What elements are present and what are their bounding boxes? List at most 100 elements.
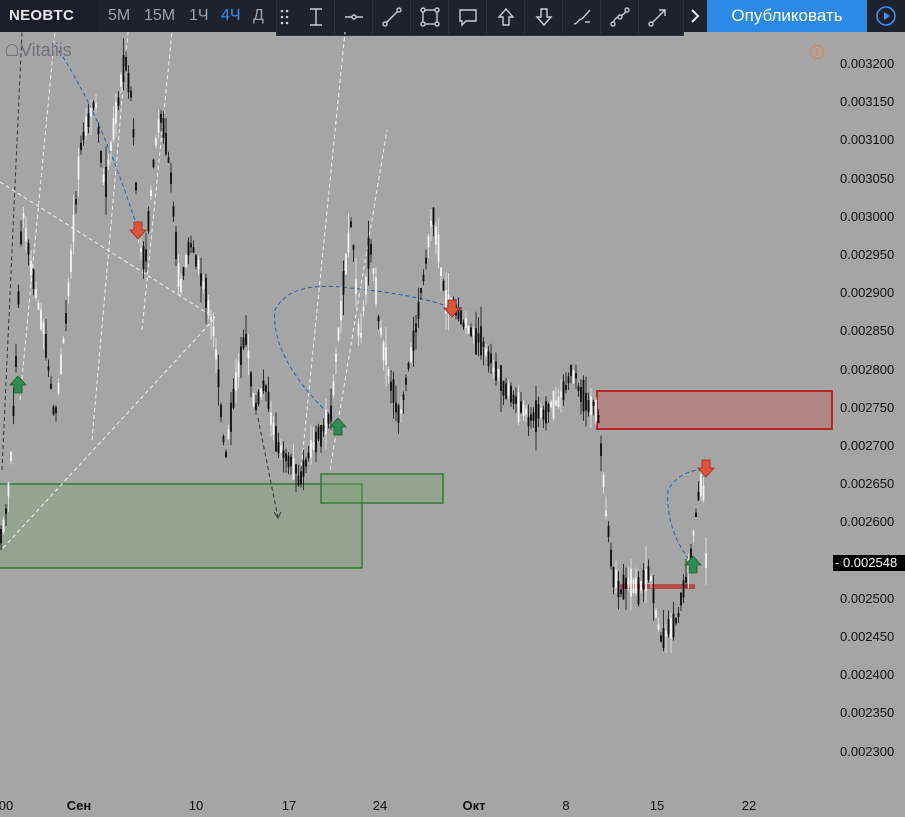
candle-body bbox=[485, 348, 487, 356]
candle-body bbox=[350, 221, 352, 228]
demand-zone-small[interactable] bbox=[320, 473, 444, 504]
price-chart[interactable] bbox=[0, 32, 905, 817]
candle-body bbox=[600, 443, 602, 456]
candle-body bbox=[170, 172, 172, 185]
warning-icon[interactable]: ! bbox=[810, 45, 824, 59]
sell-marker[interactable] bbox=[697, 459, 715, 478]
candle-body bbox=[25, 227, 27, 242]
sell-marker[interactable] bbox=[129, 221, 147, 240]
candle-body bbox=[667, 619, 670, 635]
candle-body bbox=[227, 429, 230, 440]
candle-body bbox=[572, 370, 575, 384]
drag-handle-icon[interactable] bbox=[280, 8, 290, 26]
symbol-name[interactable]: NEOBTC bbox=[0, 0, 98, 32]
candle-body bbox=[250, 372, 252, 387]
candle-body bbox=[162, 118, 165, 138]
trend-line-tool[interactable] bbox=[373, 0, 411, 34]
curve-tool[interactable] bbox=[601, 0, 639, 34]
candle-body bbox=[422, 274, 425, 281]
candle-body bbox=[322, 425, 325, 432]
candle-body bbox=[567, 376, 570, 384]
candle-body bbox=[400, 409, 402, 414]
arrow-line-tool[interactable] bbox=[639, 0, 677, 34]
candle-body bbox=[160, 113, 162, 123]
candle-body bbox=[182, 267, 185, 276]
candle-body bbox=[442, 280, 445, 291]
candle-body bbox=[595, 399, 597, 422]
candle-body bbox=[487, 351, 490, 367]
more-tools-button[interactable] bbox=[684, 0, 706, 32]
time-tick-label: 8 bbox=[562, 798, 570, 813]
replay-button[interactable] bbox=[867, 0, 905, 32]
candle-body bbox=[385, 347, 387, 365]
candle-body bbox=[597, 414, 600, 424]
vertical-line-tool[interactable] bbox=[297, 0, 335, 34]
candle-body bbox=[625, 577, 627, 589]
buy-marker[interactable] bbox=[9, 375, 27, 394]
sell-marker[interactable] bbox=[443, 299, 461, 318]
candle-body bbox=[337, 327, 340, 340]
candle-body bbox=[412, 330, 415, 351]
timeframe-5m[interactable]: 5M bbox=[108, 7, 131, 24]
arrow-down-tool[interactable] bbox=[525, 0, 563, 34]
candle-body bbox=[115, 101, 117, 124]
brush-tool[interactable] bbox=[563, 0, 601, 34]
candle-body bbox=[705, 553, 707, 568]
candle-body bbox=[45, 334, 47, 358]
timeframe-4h[interactable]: 4Ч bbox=[221, 7, 241, 24]
candle-body bbox=[192, 247, 195, 253]
time-tick-label: 17 bbox=[281, 798, 297, 813]
candle-body bbox=[187, 241, 190, 256]
candle-body bbox=[372, 268, 375, 274]
price-tick-label: 0.002600 bbox=[840, 514, 895, 530]
candle-body bbox=[405, 377, 407, 385]
candle-body bbox=[297, 475, 300, 486]
buy-marker[interactable] bbox=[329, 417, 347, 436]
price-tick-label: 0.002950 bbox=[840, 247, 895, 262]
demand-zone-large[interactable] bbox=[0, 483, 363, 569]
candle-body bbox=[540, 407, 542, 418]
candle-body bbox=[417, 302, 420, 320]
candle-body bbox=[50, 383, 52, 389]
timeframe-1h[interactable]: 1Ч bbox=[189, 7, 209, 24]
candle-body bbox=[332, 381, 335, 395]
candle-body bbox=[117, 97, 120, 106]
candle-body bbox=[617, 581, 620, 598]
candle-body bbox=[355, 279, 357, 295]
candle-body bbox=[195, 255, 197, 267]
candle-body bbox=[340, 300, 342, 321]
candle-body bbox=[480, 326, 482, 356]
candle-body bbox=[145, 249, 147, 262]
price-tick-label: 0.002800 bbox=[840, 361, 895, 377]
candle-body bbox=[380, 327, 382, 335]
candle-body bbox=[610, 549, 612, 567]
candle-body bbox=[282, 450, 285, 458]
candle-body bbox=[542, 409, 545, 420]
support-level-line[interactable] bbox=[620, 584, 695, 589]
candle-body bbox=[642, 570, 645, 590]
supply-zone[interactable] bbox=[596, 390, 833, 430]
candle-body bbox=[202, 281, 205, 289]
candlestick-series bbox=[0, 38, 707, 654]
candle-body bbox=[645, 568, 647, 592]
candle-body bbox=[42, 322, 45, 334]
candle-body bbox=[310, 440, 312, 458]
chevron-right-icon bbox=[691, 9, 700, 23]
time-tick-label: Окт bbox=[462, 798, 486, 813]
candle-body bbox=[580, 386, 582, 402]
callout-tool[interactable] bbox=[449, 0, 487, 34]
rectangle-tool[interactable] bbox=[411, 0, 449, 34]
buy-marker[interactable] bbox=[684, 555, 702, 574]
candle-body bbox=[262, 380, 265, 391]
candle-body bbox=[135, 182, 137, 191]
candle-body bbox=[5, 508, 7, 515]
arrow-up-tool[interactable] bbox=[487, 0, 525, 34]
timeframe-15m[interactable]: 15M bbox=[144, 7, 176, 24]
publish-button[interactable]: Опубликовать bbox=[707, 0, 867, 32]
horizontal-line-tool[interactable] bbox=[335, 0, 373, 34]
curve-icon bbox=[609, 7, 630, 27]
timeframe-1d[interactable]: Д bbox=[253, 7, 264, 24]
candle-body bbox=[75, 199, 77, 205]
candle-body bbox=[362, 306, 365, 311]
author-label[interactable]: Vitaliis bbox=[6, 40, 72, 61]
